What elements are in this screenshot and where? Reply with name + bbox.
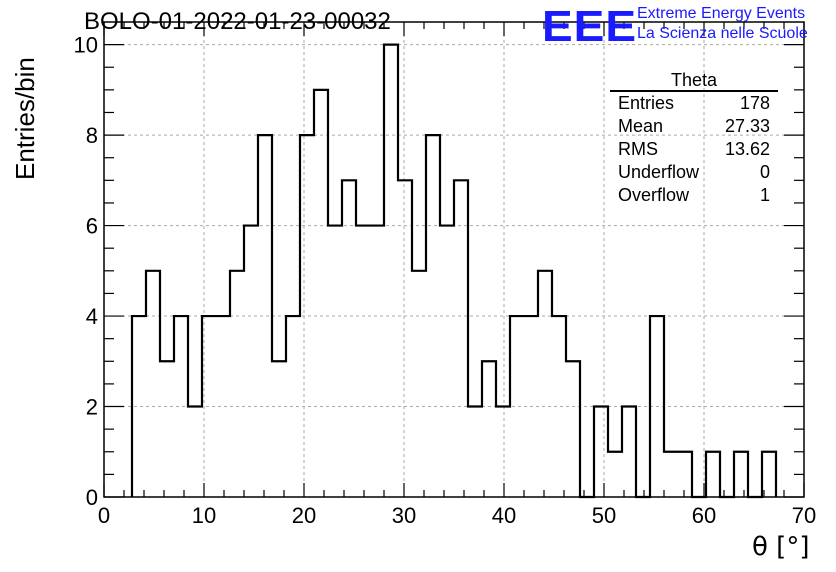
histogram-bin: [622, 407, 636, 497]
histogram-bin: [664, 452, 678, 497]
stats-value: 13.62: [724, 139, 770, 159]
histogram-bin: [272, 361, 286, 497]
stats-row-mean: Mean 27.33: [610, 115, 778, 138]
x-tick-label: 60: [692, 503, 716, 528]
x-tick-label: 20: [292, 503, 316, 528]
y-tick-label: 2: [86, 395, 98, 420]
logo-caption-line1: Extreme Energy Events: [637, 5, 806, 22]
histogram-bin: [734, 452, 748, 497]
stats-row-overflow: Overflow 1: [610, 184, 778, 207]
histogram-bin: [314, 90, 328, 497]
histogram-bin: [538, 271, 552, 497]
x-tick-label: 40: [492, 503, 516, 528]
histogram-bin: [146, 271, 160, 497]
stats-label: RMS: [618, 139, 658, 159]
axis-ticks: [103, 22, 805, 498]
stats-value: 0: [759, 162, 770, 182]
y-tick-label: 4: [86, 304, 98, 329]
histogram-bin: [482, 361, 496, 497]
stats-value: 1: [759, 185, 770, 205]
stats-label: Entries: [618, 93, 675, 113]
histogram-bin: [230, 271, 244, 497]
logo-caption-line2: La Scienza nelle Scuole: [637, 25, 808, 42]
histogram-bin: [678, 452, 692, 497]
histogram-bin: [706, 452, 720, 497]
stats-row-underflow: Underflow 0: [610, 161, 778, 184]
histogram-bin: [454, 180, 468, 497]
x-axis-label: θ [°]: [752, 532, 810, 562]
eee-logo: EEE: [542, 0, 638, 51]
histogram-bin: [608, 452, 622, 497]
histogram-bin: [188, 407, 202, 497]
stats-title: Theta: [610, 70, 778, 92]
x-tick-label: 10: [192, 503, 216, 528]
stats-label: Mean: [618, 116, 664, 136]
plot-frame: [103, 21, 805, 498]
histogram-bin: [594, 407, 608, 497]
y-tick-label: 10: [74, 33, 98, 58]
histogram-bin: [566, 361, 580, 497]
histogram-bin: [412, 271, 426, 497]
stats-value: 27.33: [724, 116, 770, 136]
histogram-bin: [496, 407, 510, 497]
y-tick-label: 6: [86, 214, 98, 239]
histogram-bin: [398, 180, 412, 497]
histogram-bin: [468, 407, 482, 497]
logo-caption: Extreme Energy Events La Scienza nelle S…: [637, 4, 808, 44]
histogram-bin: [370, 226, 384, 497]
plot-frame-rect: [103, 21, 805, 498]
x-tick-label: 70: [792, 503, 816, 528]
y-axis-label: Entries/bin: [10, 57, 40, 180]
histogram-bin: [244, 226, 258, 497]
histogram-step-line: [130, 43, 778, 499]
stats-label: Underflow: [618, 162, 700, 182]
histogram-series: [130, 43, 778, 499]
x-tick-label: 30: [392, 503, 416, 528]
stats-value: 178: [739, 93, 770, 113]
x-tick-label: 50: [592, 503, 616, 528]
histogram-bin: [160, 361, 174, 497]
stats-label: Overflow: [618, 185, 690, 205]
stats-row-entries: Entries 178: [610, 92, 778, 115]
histogram-bin: [384, 45, 398, 497]
histogram-bin: [440, 226, 454, 497]
histogram-bin: [342, 180, 356, 497]
y-tick-label: 0: [86, 485, 98, 510]
histogram-bin: [356, 226, 370, 497]
histogram-bin: [328, 226, 342, 497]
y-tick-label: 8: [86, 123, 98, 148]
stats-row-rms: RMS 13.62: [610, 138, 778, 161]
stats-box: Theta Entries 178 Mean 27.33 RMS 13.62 U…: [610, 70, 778, 207]
chart-title: BOLO-01-2022-01-23-00032: [84, 8, 391, 35]
x-tick-label: 0: [98, 503, 110, 528]
